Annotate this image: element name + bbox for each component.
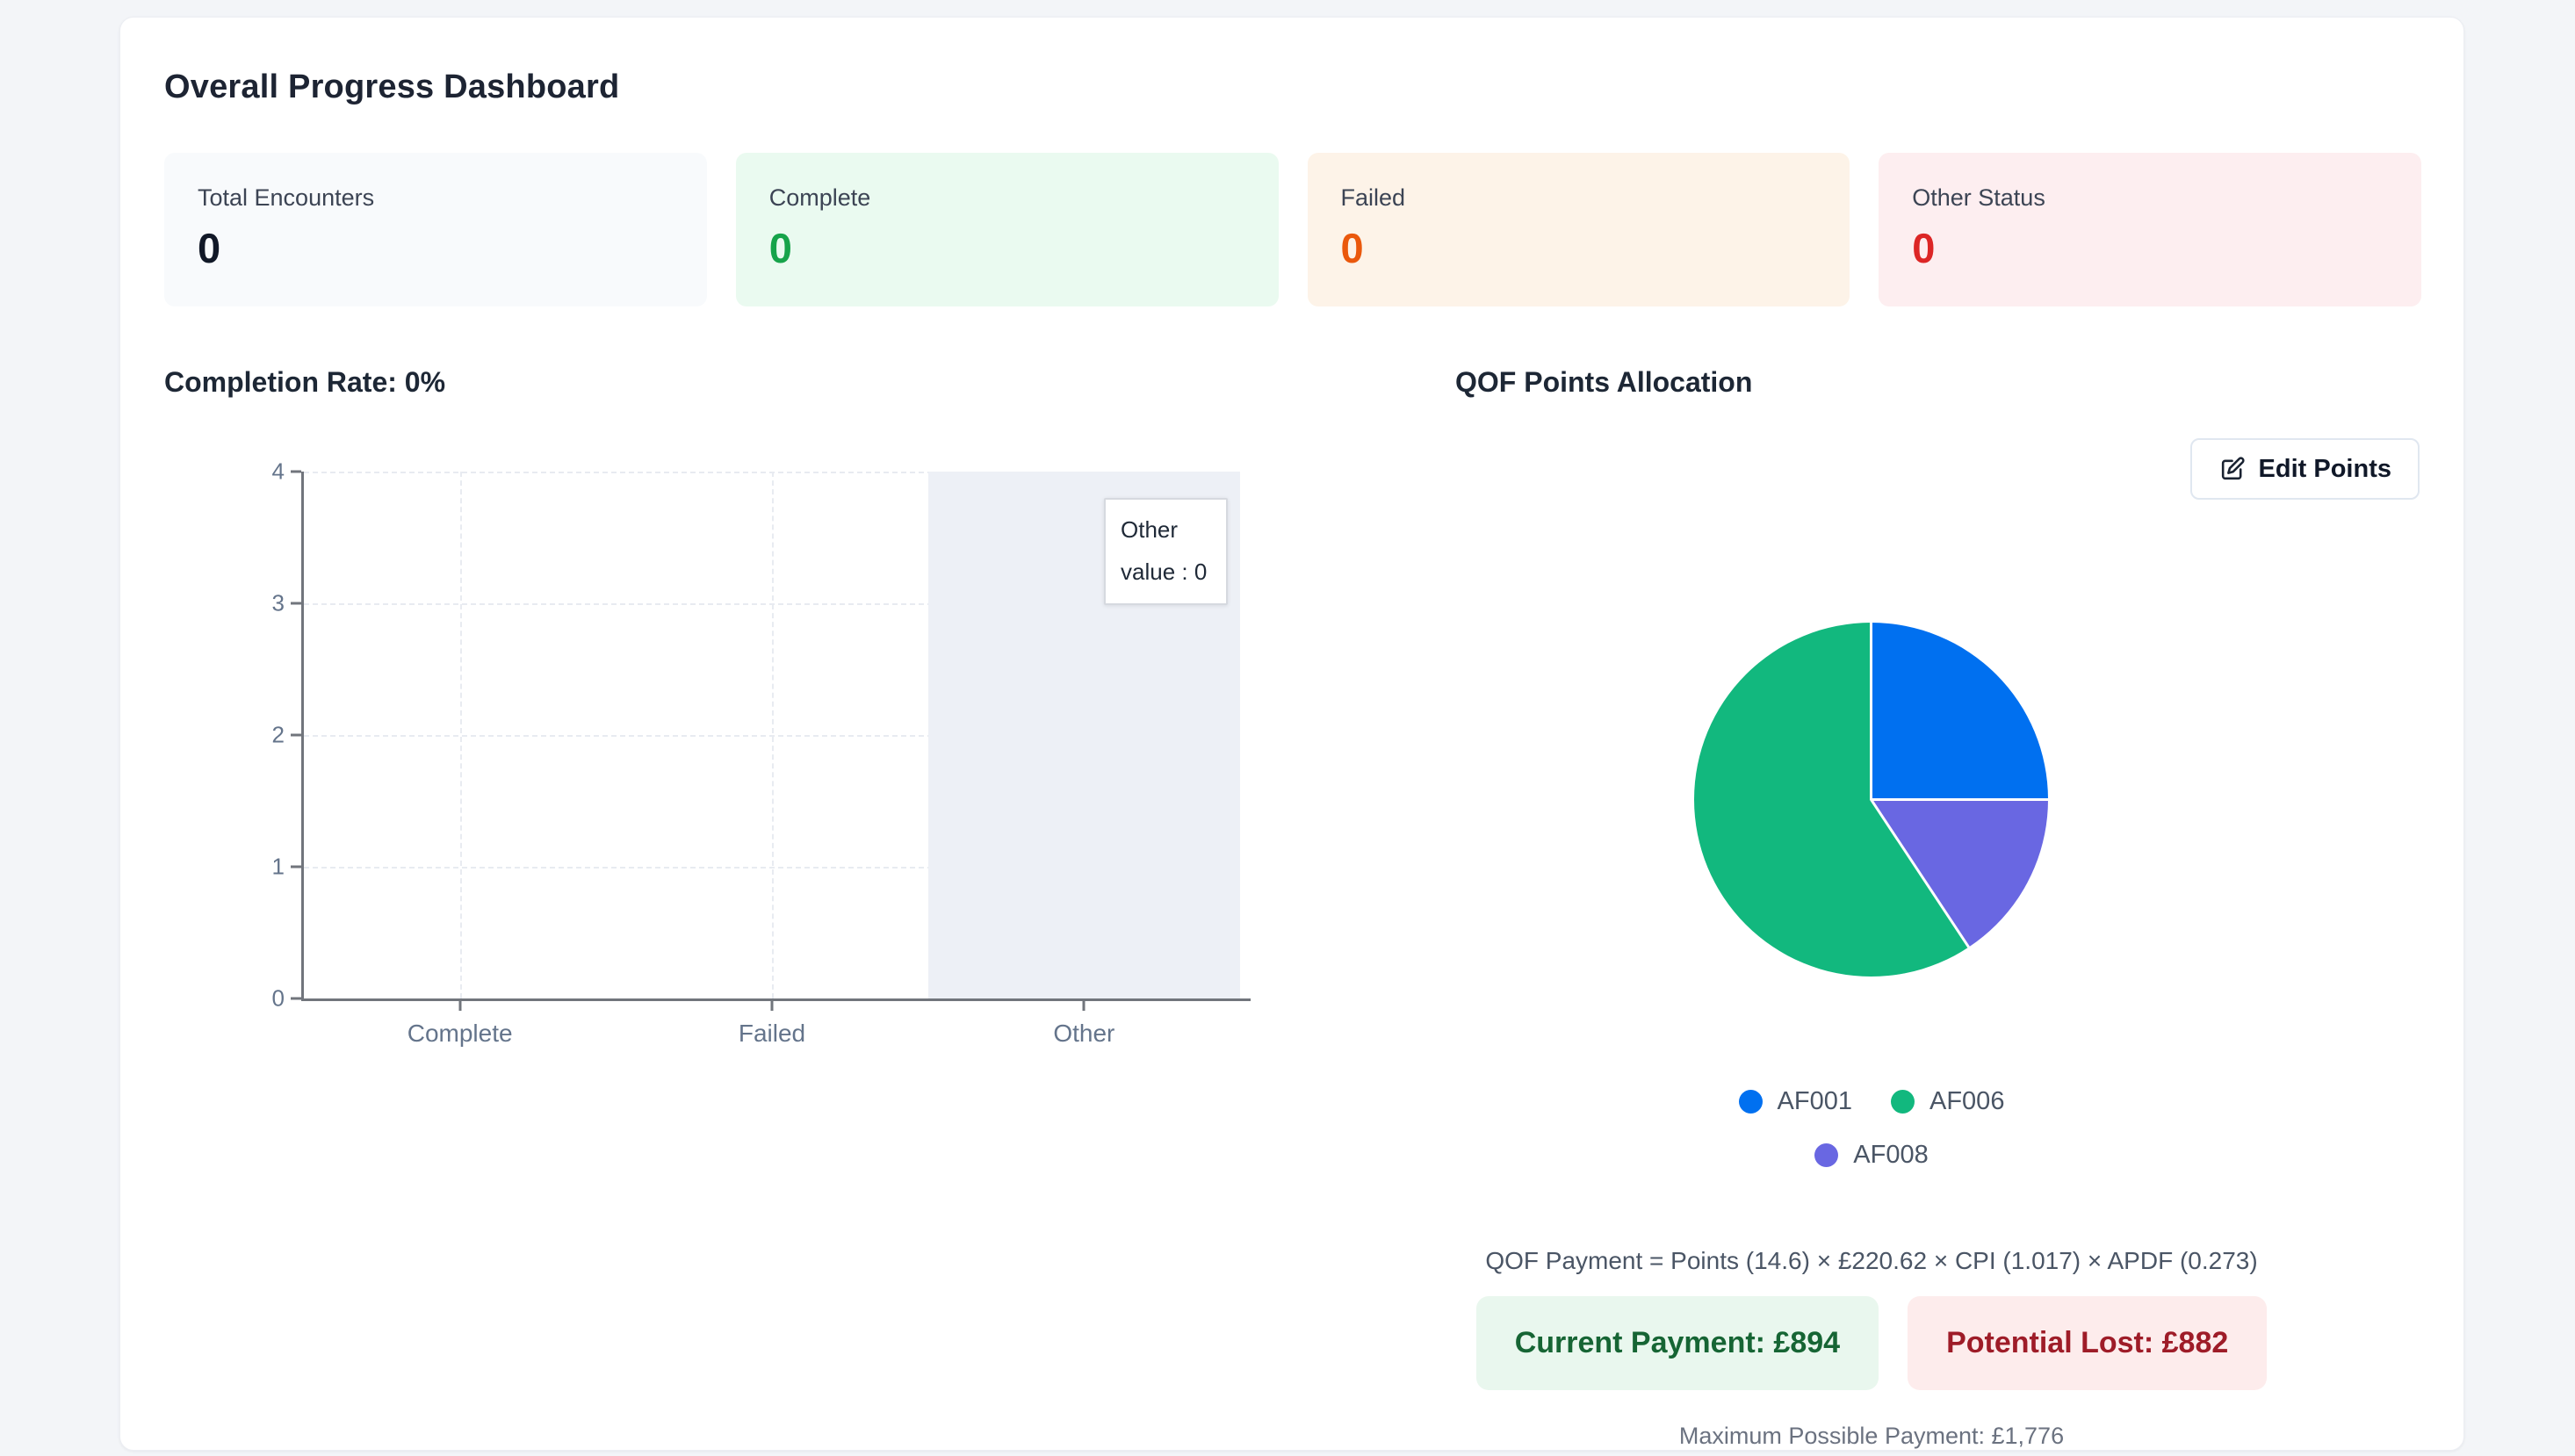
y-tick-label: 2 bbox=[271, 721, 285, 748]
y-tick-mark bbox=[291, 602, 301, 605]
pie-slice-separator bbox=[1871, 798, 2048, 801]
stat-card-other-status: Other Status 0 bbox=[1879, 153, 2421, 306]
stat-label: Failed bbox=[1340, 184, 1406, 211]
stat-label: Complete bbox=[768, 184, 871, 211]
y-tick-label: 3 bbox=[271, 589, 285, 616]
chart-tooltip: Other value : 0 bbox=[1104, 498, 1228, 605]
stat-value: 0 bbox=[198, 225, 221, 271]
x-tick-label: Other bbox=[1053, 1020, 1115, 1047]
y-tick-label: 4 bbox=[271, 458, 285, 485]
v-gridline bbox=[459, 472, 462, 998]
edit-points-label: Edit Points bbox=[2258, 454, 2391, 483]
stat-value: 0 bbox=[768, 225, 792, 271]
qof-pie-chart[interactable] bbox=[1694, 623, 2048, 977]
x-tick-label: Complete bbox=[407, 1020, 513, 1047]
legend-label: AF001 bbox=[1777, 1087, 1852, 1115]
y-tick-mark bbox=[291, 733, 301, 737]
completion-bar-chart[interactable]: Other value : 0 0 1 2 3 4 Complete Failed Other bbox=[272, 458, 1251, 1047]
x-tick-mark bbox=[1082, 999, 1086, 1011]
stat-value: 0 bbox=[1912, 225, 1936, 271]
legend-item-af001[interactable]: AF001 bbox=[1738, 1087, 1852, 1116]
pie-slice-separator bbox=[1870, 798, 1970, 948]
qof-section: QOF Points Allocation bbox=[1336, 18, 2407, 1452]
legend-label: AF006 bbox=[1929, 1087, 2005, 1115]
completion-rate-heading: Completion Rate: 0% bbox=[164, 366, 446, 398]
legend-row-1: AF001 AF006 bbox=[1738, 1087, 2004, 1116]
tooltip-category: Other bbox=[1121, 516, 1179, 543]
y-tick-label: 1 bbox=[271, 853, 285, 880]
y-tick-mark bbox=[291, 865, 301, 869]
page-title: Overall Progress Dashboard bbox=[164, 68, 620, 105]
legend-dot-green bbox=[1891, 1090, 1915, 1114]
tooltip-value: value : 0 bbox=[1121, 559, 1208, 585]
legend-label: AF008 bbox=[1853, 1141, 1929, 1169]
legend-dot-blue bbox=[1738, 1090, 1763, 1114]
main-card: Overall Progress Dashboard Total Encount… bbox=[119, 17, 2464, 1451]
x-axis-line bbox=[301, 998, 1251, 1001]
y-tick-label: 0 bbox=[271, 984, 285, 1012]
stats-row: Total Encounters 0 Complete 0 Failed 0 O… bbox=[164, 153, 2421, 306]
y-tick-mark bbox=[291, 470, 301, 473]
x-tick-mark bbox=[458, 999, 462, 1011]
stat-label: Other Status bbox=[1912, 184, 2045, 211]
stat-card-complete: Complete 0 bbox=[735, 153, 1279, 306]
legend-dot-purple bbox=[1814, 1143, 1839, 1167]
pencil-square-icon bbox=[2221, 456, 2245, 479]
stat-card-total-encounters: Total Encounters 0 bbox=[164, 153, 707, 306]
legend-item-af008[interactable]: AF008 bbox=[1814, 1141, 1929, 1170]
x-tick-label: Failed bbox=[738, 1020, 806, 1047]
v-gridline bbox=[772, 472, 774, 998]
edit-points-button[interactable]: Edit Points bbox=[2189, 438, 2420, 500]
legend-row-2: AF008 bbox=[1814, 1141, 1929, 1170]
stat-value: 0 bbox=[1340, 225, 1364, 271]
y-axis-line bbox=[301, 472, 304, 1001]
pie-slice-separator bbox=[1870, 623, 1872, 800]
legend-item-af006[interactable]: AF006 bbox=[1891, 1087, 2004, 1116]
y-tick-mark bbox=[291, 997, 301, 1000]
stat-label: Total Encounters bbox=[198, 184, 375, 211]
x-tick-mark bbox=[770, 999, 774, 1011]
stat-card-failed: Failed 0 bbox=[1307, 153, 1850, 306]
pie-legend: AF001 AF006 AF008 bbox=[1336, 1087, 2407, 1170]
qof-heading: QOF Points Allocation bbox=[1455, 366, 1753, 398]
